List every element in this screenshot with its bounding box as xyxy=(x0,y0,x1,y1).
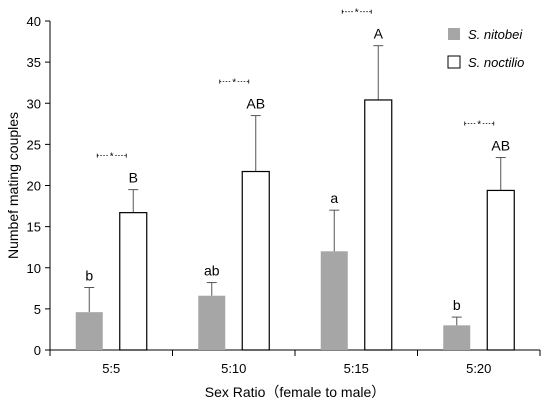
bar-significance-letter: b xyxy=(453,297,461,313)
bar-s-nitobei xyxy=(320,251,348,350)
y-tick-label: 5 xyxy=(34,302,41,317)
bar-significance-letter: A xyxy=(374,26,384,42)
y-axis-title: Numbef mating couples xyxy=(5,112,21,259)
y-tick-label: 40 xyxy=(27,14,41,29)
x-tick-label: 5:10 xyxy=(221,361,246,376)
y-tick-label: 0 xyxy=(34,343,41,358)
legend-swatch-s-noctilio xyxy=(447,55,461,69)
bar-significance-letter: ab xyxy=(204,263,220,279)
significance-mark: * xyxy=(232,78,236,89)
y-tick-label: 35 xyxy=(27,55,41,70)
bar-significance-letter: AB xyxy=(246,96,265,112)
x-tick-label: 5:15 xyxy=(344,361,369,376)
bar-s-nitobei xyxy=(75,312,103,350)
legend-label: S. noctilio xyxy=(468,55,524,70)
bar-significance-letter: b xyxy=(85,267,93,283)
bar-s-noctilio xyxy=(364,99,393,351)
y-tick-label: 10 xyxy=(27,261,41,276)
bar-s-noctilio xyxy=(486,189,515,351)
y-tick-label: 30 xyxy=(27,96,41,111)
bar-s-nitobei xyxy=(198,295,226,350)
legend-label: S. nitobei xyxy=(468,27,523,42)
bar-significance-letter: B xyxy=(129,170,138,186)
significance-mark: * xyxy=(110,152,114,163)
bar-significance-letter: AB xyxy=(491,138,510,154)
significance-mark: * xyxy=(355,8,359,19)
bar-s-noctilio xyxy=(241,170,270,351)
x-axis-title: Sex Ratio（female to male） xyxy=(205,384,386,400)
y-tick-label: 25 xyxy=(27,137,41,152)
legend-swatch-s-nitobei xyxy=(448,28,460,40)
y-tick-label: 15 xyxy=(27,220,41,235)
significance-mark: * xyxy=(477,120,481,131)
x-tick-label: 5:20 xyxy=(466,361,491,376)
y-tick-label: 20 xyxy=(27,179,41,194)
bar-s-nitobei xyxy=(443,325,471,350)
bar-significance-letter: a xyxy=(330,190,338,206)
bar-s-noctilio xyxy=(119,212,148,351)
x-tick-label: 5:5 xyxy=(102,361,120,376)
